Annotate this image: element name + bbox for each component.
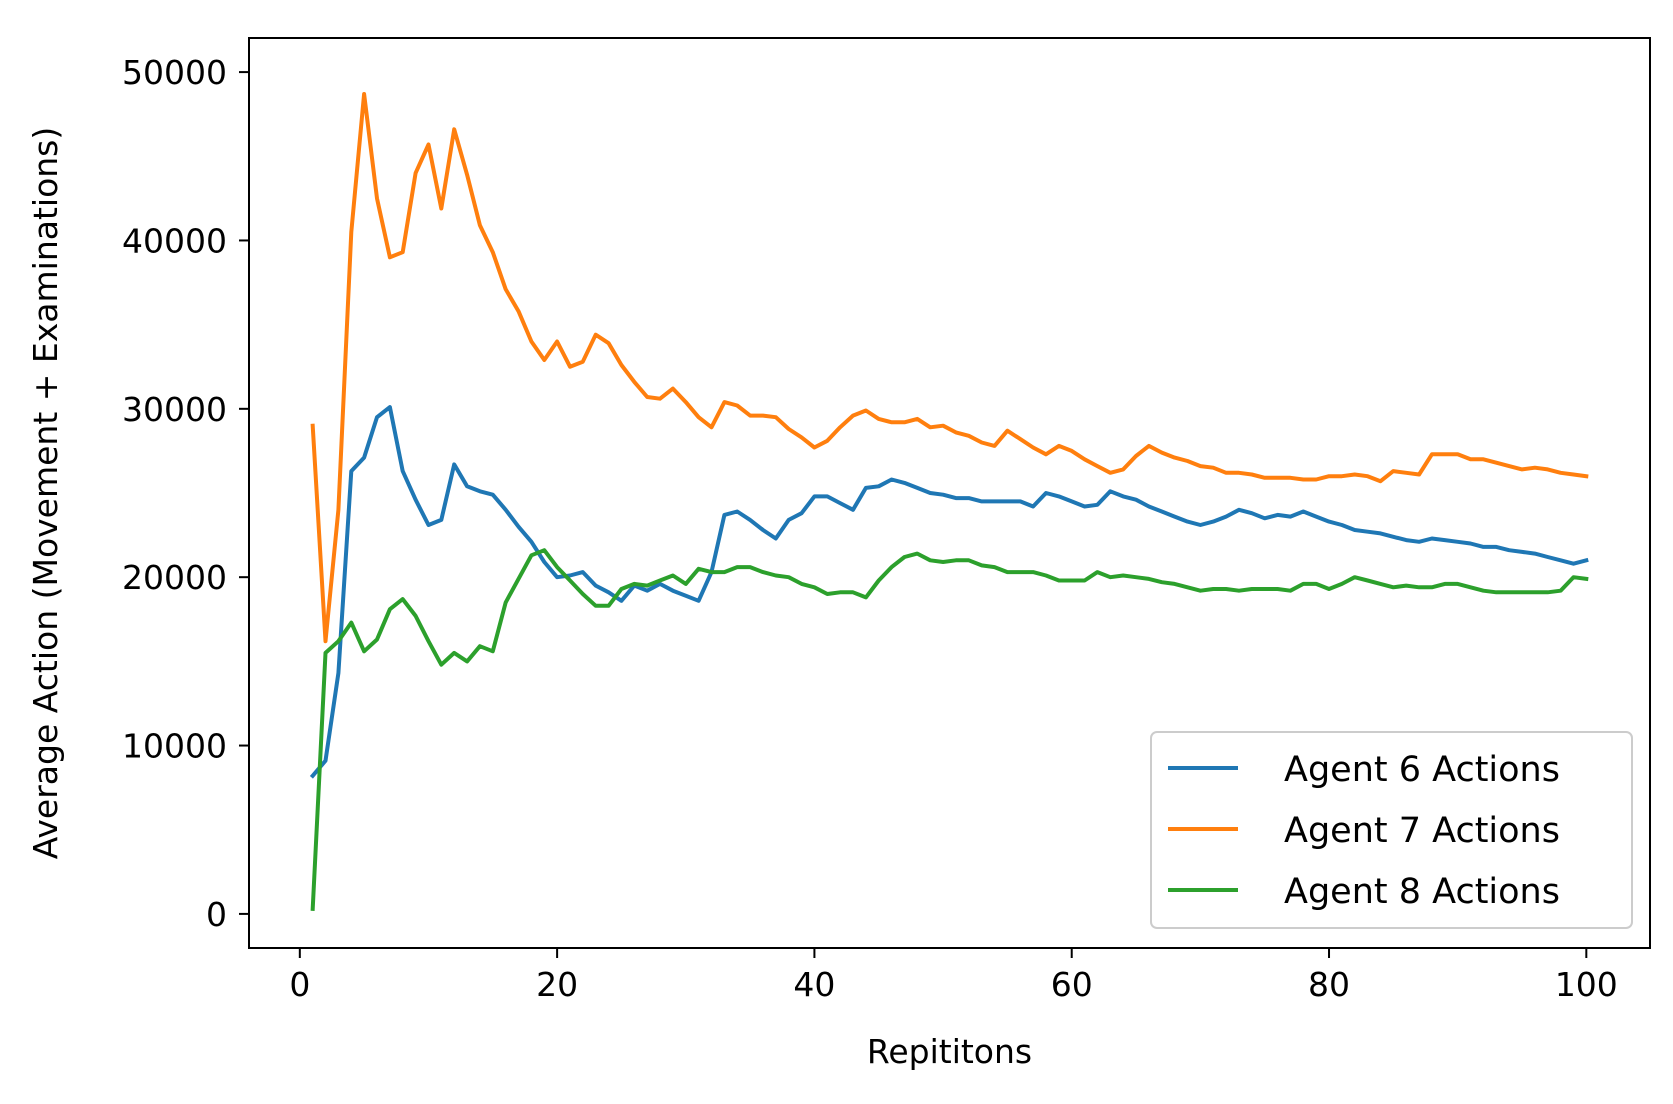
y-axis-ticks: 0 10000 20000 30000 40000 50000 [122,53,249,934]
x-axis-ticks: 0 20 40 60 80 100 [289,948,1618,1004]
y-axis-label: Average Action (Movement + Examinations) [26,127,65,859]
x-axis-label: Repititons [867,1032,1032,1071]
x-tick-label: 20 [536,965,578,1004]
y-tick-label: 0 [206,895,227,934]
series-line-3 [310,548,1589,911]
series-line-1 [309,405,1589,779]
x-tick-label: 100 [1555,965,1618,1004]
legend-label-2: Agent 7 Actions [1284,811,1560,851]
legend: Agent 6 Actions Agent 7 Actions Agent 8 Ac… [1150,731,1633,929]
y-tick-label: 10000 [122,727,227,766]
x-tick-label: 0 [289,965,310,1004]
y-tick-label: 30000 [122,390,227,429]
y-tick-label: 50000 [122,53,227,92]
series-line-2 [310,92,1589,644]
x-tick-label: 60 [1051,965,1093,1004]
y-tick-label: 40000 [122,221,227,260]
x-tick-label: 80 [1308,965,1350,1004]
legend-box [1150,731,1633,929]
legend-label-3: Agent 8 Actions [1284,872,1560,912]
legend-label-1: Agent 6 Actions [1284,750,1560,790]
plot-area [309,92,1589,911]
axes-frame [248,37,1651,949]
y-tick-label: 20000 [122,558,227,597]
x-tick-label: 40 [793,965,835,1004]
